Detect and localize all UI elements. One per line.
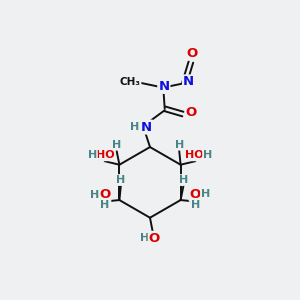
Text: H: H [88,150,97,160]
Text: N: N [141,121,152,134]
Text: H: H [130,122,139,132]
Text: N: N [158,80,169,93]
Text: H: H [201,189,210,199]
Text: O: O [99,188,110,201]
Text: H: H [175,140,184,150]
Text: H: H [140,233,149,243]
Text: H: H [100,200,109,210]
Text: H: H [191,200,200,210]
Text: O: O [186,106,197,119]
Text: H: H [112,140,121,150]
Text: HO: HO [96,150,115,160]
Text: H: H [179,175,188,185]
Text: O: O [149,232,160,245]
Text: HO: HO [185,150,204,160]
Text: O: O [186,46,197,60]
Text: CH₃: CH₃ [120,77,141,87]
Text: O: O [190,188,201,201]
Text: H: H [90,190,99,200]
Text: H: H [203,150,212,160]
Text: H: H [116,175,125,185]
Text: N: N [183,76,194,88]
